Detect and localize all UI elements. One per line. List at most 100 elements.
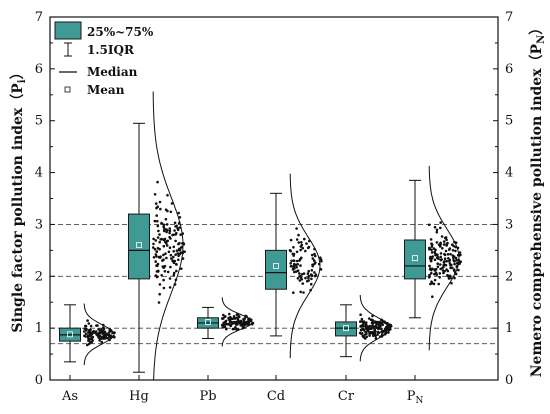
data-point [105, 333, 109, 337]
mean-marker [412, 255, 418, 262]
data-point [291, 268, 295, 271]
data-point [171, 259, 174, 262]
box-iqr [265, 249, 287, 290]
data-point [155, 206, 158, 210]
data-point [162, 238, 165, 241]
data-point [162, 244, 166, 248]
data-point [301, 246, 305, 250]
data-point [429, 255, 432, 259]
data-point [295, 265, 298, 269]
data-point [98, 339, 101, 342]
data-point [442, 265, 445, 269]
data-point [433, 269, 437, 272]
data-point [367, 325, 371, 329]
data-point [168, 286, 172, 289]
data-point [313, 274, 317, 278]
data-point [102, 333, 105, 336]
data-point [223, 325, 227, 329]
data-point [172, 250, 175, 253]
data-point [459, 260, 463, 264]
data-point [451, 249, 455, 252]
data-point [306, 272, 310, 275]
data-point [295, 250, 299, 254]
data-point [159, 207, 162, 211]
data-point [299, 290, 303, 294]
data-point [163, 227, 166, 230]
data-point [232, 320, 236, 324]
data-point [310, 253, 314, 257]
data-point [447, 277, 451, 280]
data-point [431, 295, 434, 299]
data-point [365, 335, 369, 339]
data-point [107, 333, 111, 337]
data-point [437, 282, 441, 286]
data-point [221, 326, 224, 329]
data-point [379, 324, 382, 328]
data-point [455, 259, 458, 262]
data-point [361, 324, 365, 328]
data-point [443, 260, 446, 263]
data-point [167, 250, 171, 254]
data-point [319, 256, 322, 260]
data-point [304, 276, 307, 280]
data-point [223, 323, 227, 326]
data-point [373, 328, 376, 331]
data-point [373, 332, 377, 336]
data-point [443, 252, 446, 256]
data-point [221, 317, 224, 320]
data-point [297, 241, 301, 244]
data-point [447, 248, 451, 251]
data-point [453, 262, 456, 266]
data-point [156, 270, 160, 273]
data-point [299, 248, 302, 252]
data-point [449, 252, 452, 256]
data-point [87, 342, 91, 346]
data-point [300, 273, 304, 276]
distribution-curve [83, 303, 115, 366]
data-point [158, 233, 161, 236]
data-point [172, 271, 176, 275]
data-point [169, 210, 173, 214]
data-point [166, 228, 169, 232]
box-iqr [335, 321, 357, 337]
data-point [170, 202, 174, 205]
data-point [162, 223, 166, 226]
data-point [242, 324, 245, 327]
data-point [313, 252, 316, 256]
data-point [430, 242, 433, 245]
data-point [299, 276, 303, 280]
data-point [455, 261, 459, 265]
data-point [244, 321, 247, 324]
data-point [173, 229, 176, 232]
data-point [177, 254, 180, 258]
data-point [173, 221, 177, 225]
data-point [430, 251, 434, 254]
data-point [297, 233, 300, 237]
left-tick-label: 0 [35, 373, 43, 388]
data-point [153, 193, 157, 196]
data-point [151, 246, 155, 249]
data-point [174, 253, 177, 256]
data-point [179, 246, 183, 249]
data-point [367, 317, 371, 320]
x-tick-label: Cd [267, 389, 285, 404]
data-point [302, 272, 306, 275]
data-point [459, 253, 462, 257]
data-point [98, 329, 102, 333]
data-point [305, 242, 308, 245]
legend: 25%~75% 1.5IQR Median Mean [54, 21, 154, 97]
data-point [289, 238, 293, 242]
data-point [442, 243, 446, 246]
data-point [428, 223, 431, 227]
left-y-axis: 0 1 2 3 4 5 6 7 [35, 10, 55, 388]
data-point [430, 271, 433, 275]
right-tick-label: 4 [505, 166, 513, 181]
data-point [307, 245, 311, 249]
data-point [303, 237, 306, 241]
data-point [174, 262, 178, 266]
data-point [235, 328, 238, 331]
data-point [158, 200, 162, 204]
data-point [372, 334, 375, 338]
legend-mean-label: Mean [87, 83, 125, 97]
